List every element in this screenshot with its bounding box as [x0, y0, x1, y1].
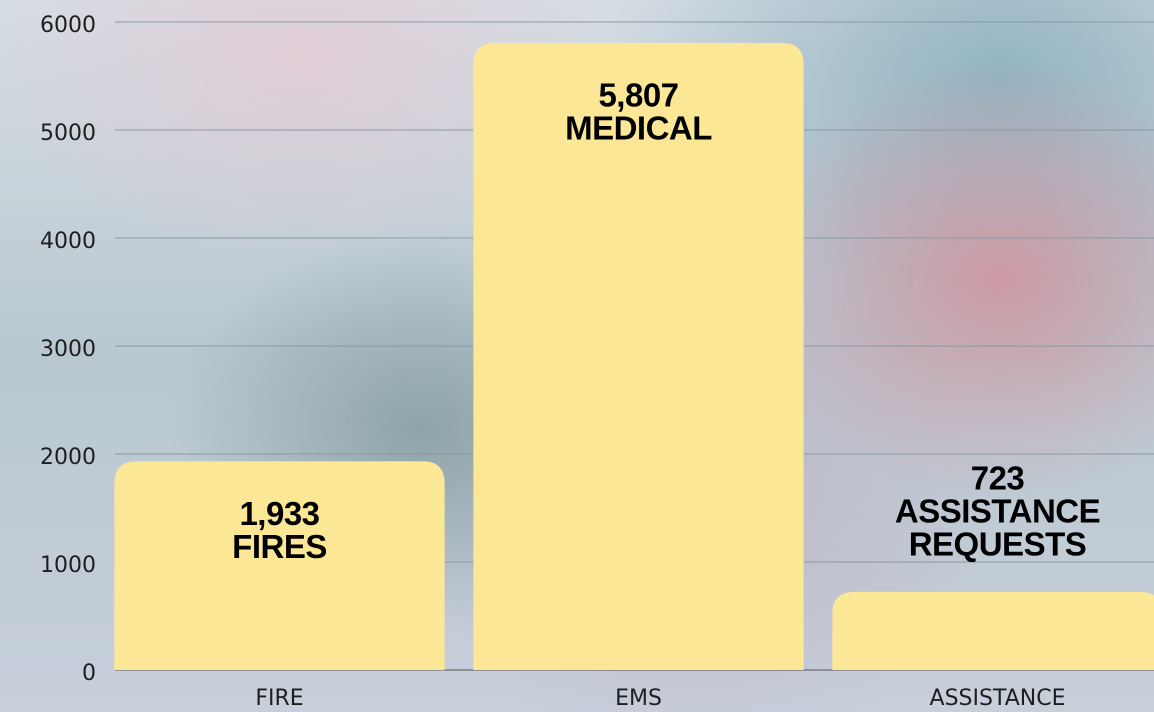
x-tick-label: ASSISTANCE — [930, 686, 1066, 711]
y-tick-label: 1000 — [40, 553, 96, 578]
data-label-caption: MEDICAL — [565, 110, 712, 147]
y-tick-label: 2000 — [40, 445, 96, 470]
data-label-caption: ASSISTANCE — [895, 493, 1100, 530]
x-tick-label: FIRE — [255, 686, 303, 711]
bar — [473, 42, 804, 671]
data-label: 1,933 — [239, 495, 319, 532]
data-label-caption: REQUESTS — [909, 526, 1087, 563]
data-label: 5,807 — [598, 77, 678, 114]
y-tick-label: 5000 — [40, 121, 96, 146]
bar — [114, 461, 445, 670]
y-tick-label: 3000 — [40, 337, 96, 362]
data-label: 723 — [971, 460, 1025, 497]
y-tick-label: 6000 — [40, 13, 96, 38]
data-label-caption: FIRES — [232, 528, 327, 565]
y-tick-label: 4000 — [40, 229, 96, 254]
y-tick-label: 0 — [82, 661, 96, 686]
x-tick-label: EMS — [615, 686, 662, 711]
bar — [832, 591, 1154, 670]
